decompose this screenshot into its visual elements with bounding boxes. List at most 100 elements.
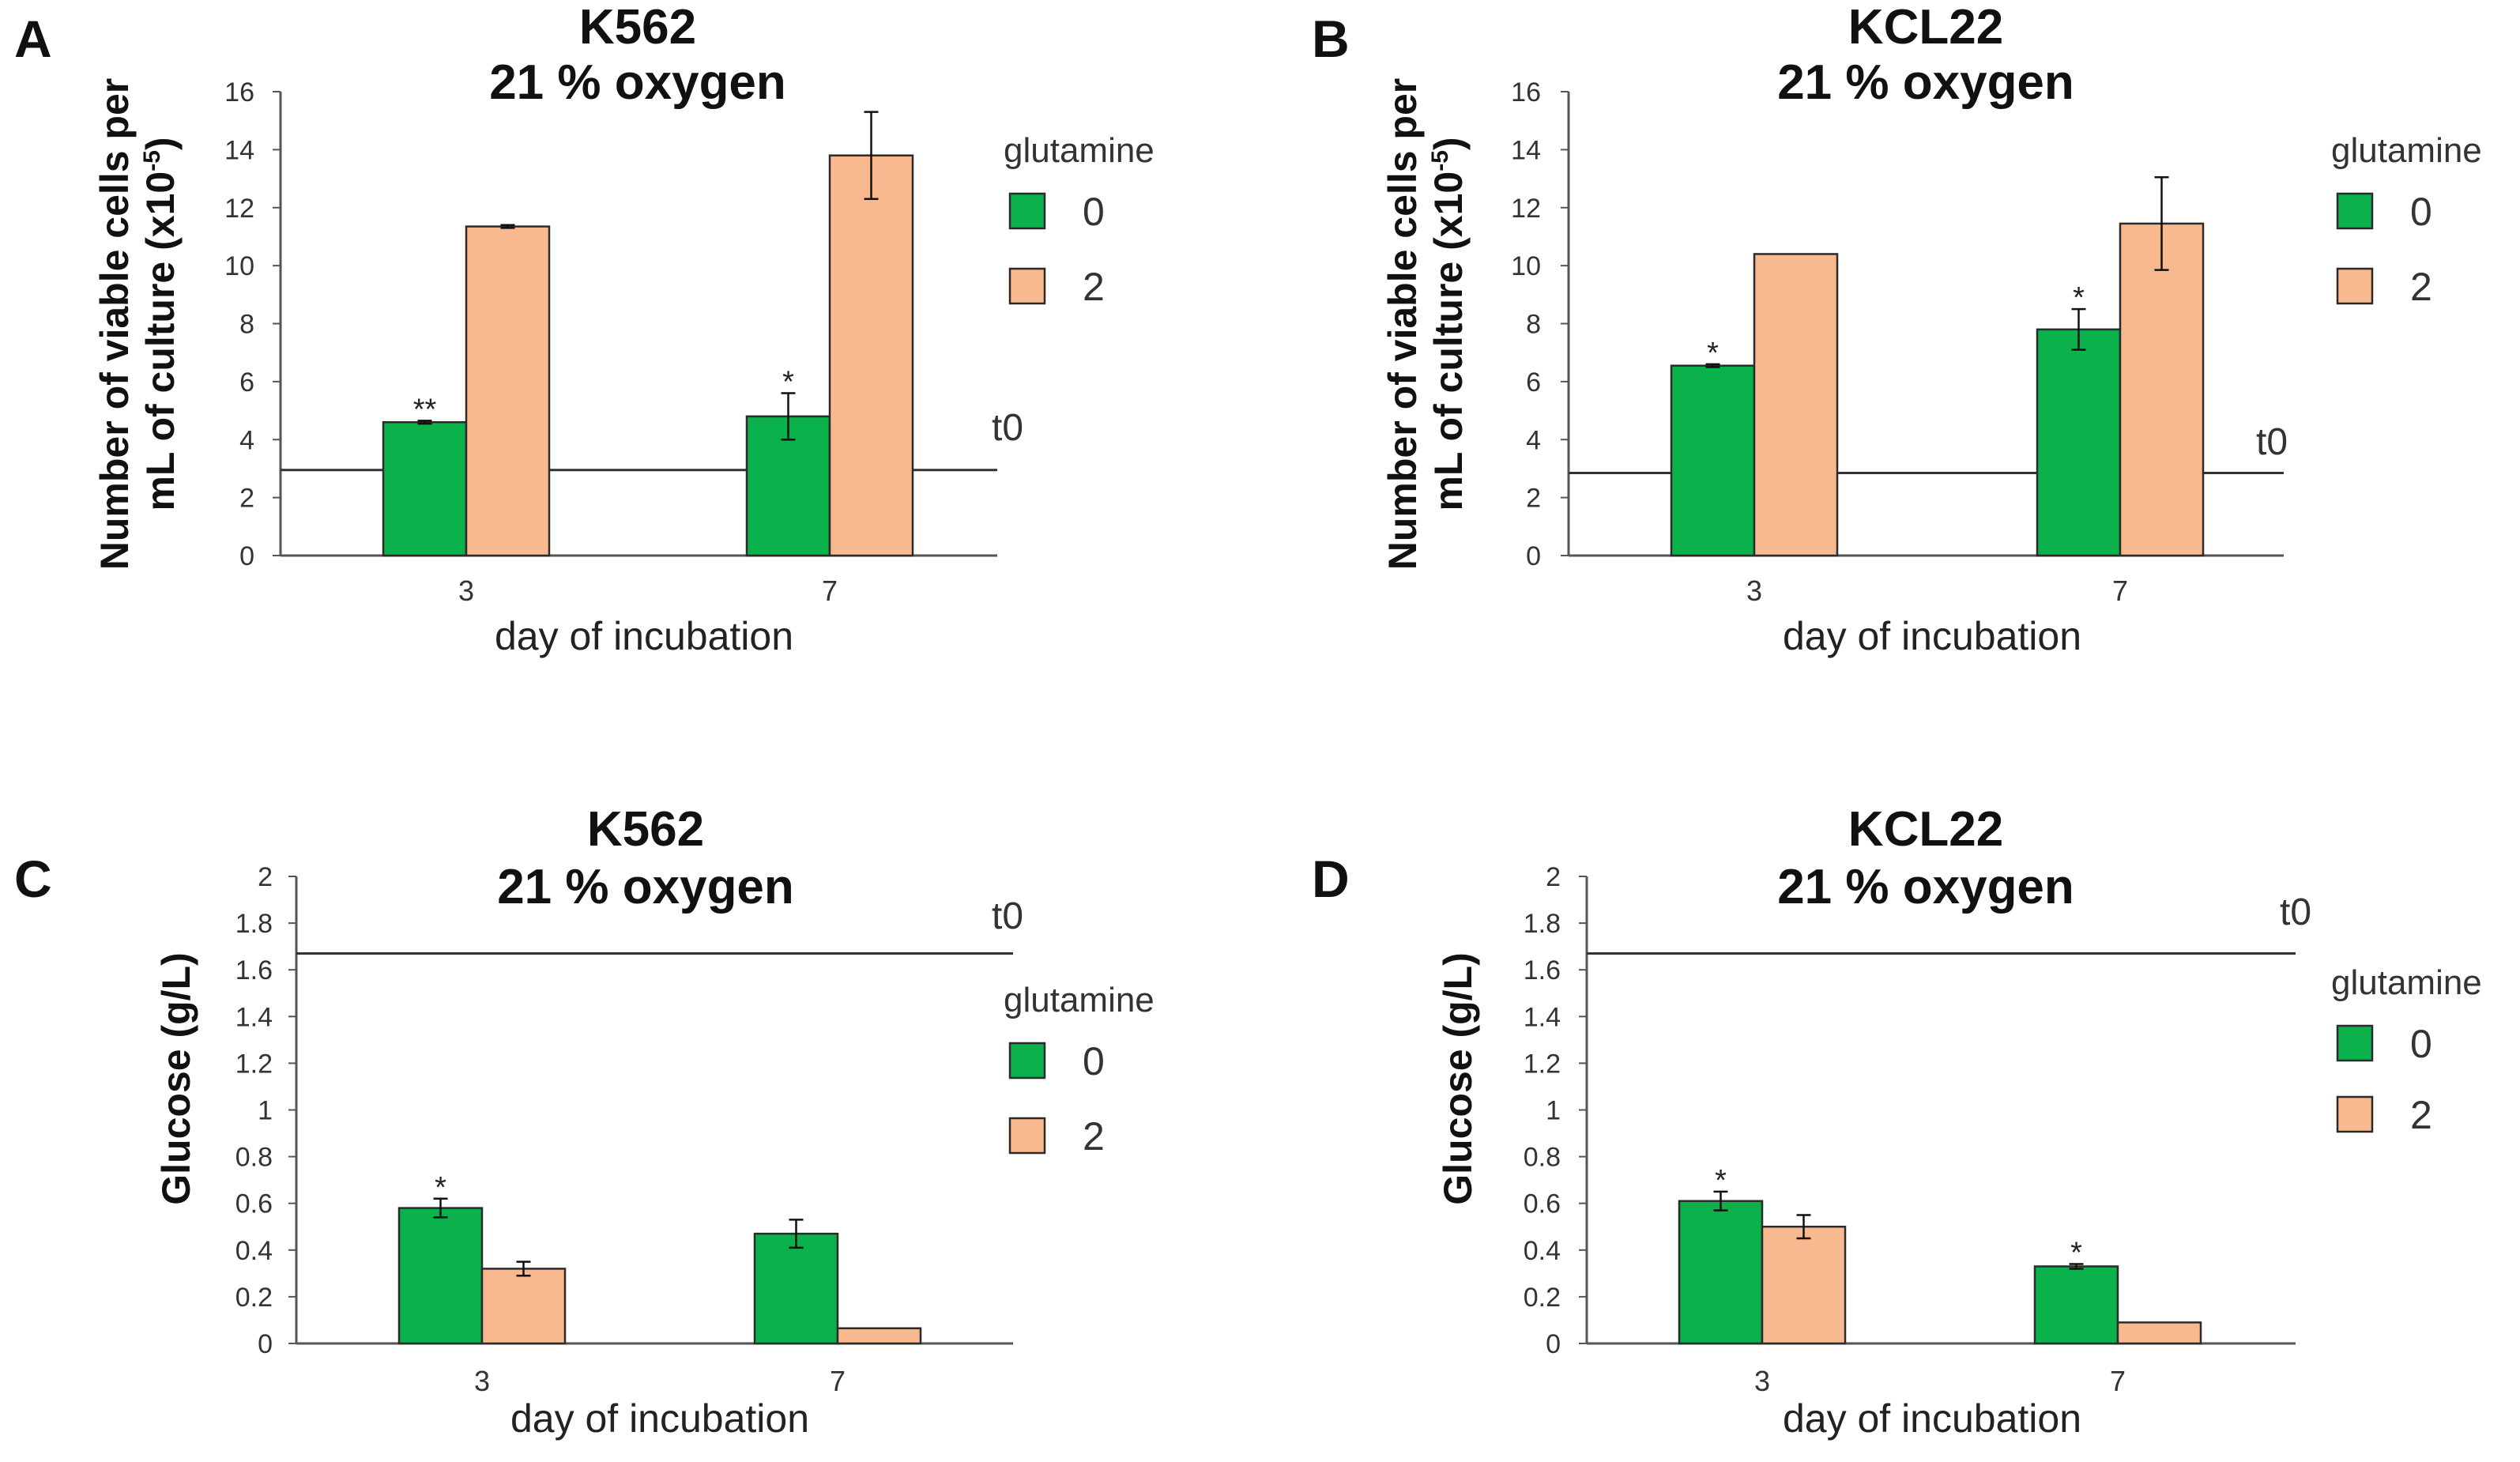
- chart-title-line-2: 21 % oxygen: [497, 860, 794, 914]
- bar-glutamine-2-day-7: [2116, 1321, 2202, 1345]
- legend-swatch-2: [2336, 267, 2374, 305]
- y-tick-label: 12: [224, 194, 254, 224]
- y-tick-label: 1.8: [235, 909, 273, 939]
- y-tick-label: 0: [239, 541, 254, 571]
- y-tick-label: 4: [239, 425, 254, 455]
- y-tick-label: 2: [239, 484, 254, 514]
- legend-label-0: 0: [1083, 1039, 1105, 1083]
- chart-title-line-2: 21 % oxygen: [489, 55, 786, 110]
- legend-label-2: 2: [2410, 1093, 2432, 1137]
- bar-glutamine-0-day-7: [2036, 328, 2122, 557]
- bar-glutamine-2-day-3: [465, 225, 551, 557]
- y-tick-label: 1.6: [235, 955, 273, 985]
- bar-glutamine-0-day-7: [753, 1232, 839, 1345]
- y-tick-label: 1.2: [235, 1049, 273, 1079]
- t0-label: t0: [2280, 891, 2311, 933]
- y-tick-label: 0: [258, 1329, 273, 1359]
- legend-swatch-0: [2336, 192, 2374, 230]
- bar-glutamine-2-day-7: [836, 1327, 922, 1345]
- y-tick-label: 1: [258, 1096, 273, 1126]
- y-tick-label: 0.8: [1524, 1143, 1561, 1173]
- x-category-label: 7: [2112, 575, 2128, 607]
- significance-marker: *: [2070, 1237, 2082, 1270]
- y-tick-label: 0.8: [235, 1143, 273, 1173]
- y-axis-label-line-2: mL of culture (x10-5): [1426, 137, 1471, 511]
- chart-title-line-1: KCL22: [1848, 0, 2003, 55]
- legend-label-0: 0: [2410, 190, 2432, 234]
- legend-title: glutamine: [2331, 963, 2482, 1002]
- chart-title-line-2: 21 % oxygen: [1777, 860, 2074, 914]
- x-category-label: 3: [1746, 575, 1762, 607]
- bar-glutamine-2-day-3: [480, 1268, 567, 1345]
- y-tick-label: 16: [224, 77, 254, 107]
- legend-swatch-2: [2336, 1095, 2374, 1133]
- legend-title: glutamine: [2331, 131, 2482, 170]
- y-tick-label: 10: [1511, 251, 1541, 281]
- significance-marker: *: [435, 1171, 446, 1204]
- y-tick-label: 1: [1546, 1096, 1561, 1126]
- panel-letter-c: C: [14, 850, 52, 908]
- significance-marker: *: [1715, 1164, 1727, 1197]
- panel-letter-b: B: [1312, 9, 1350, 68]
- y-tick-label: 1.6: [1524, 955, 1561, 985]
- y-tick-label: 12: [1511, 194, 1541, 224]
- y-tick-label: 0.6: [235, 1189, 273, 1219]
- legend-title: glutamine: [1004, 131, 1155, 170]
- y-axis-label-line-1: Number of viable cells per: [1381, 78, 1425, 570]
- panel-letter-a: A: [14, 9, 52, 68]
- x-axis-label: day of incubation: [1783, 614, 2081, 658]
- x-category-label: 3: [1754, 1365, 1770, 1397]
- y-tick-label: 1.4: [235, 1002, 273, 1032]
- bar-glutamine-2-day-7: [2119, 222, 2205, 557]
- y-tick-label: 2: [258, 862, 273, 892]
- y-tick-label: 0.4: [235, 1236, 273, 1266]
- y-axis-label: Glucose (g/L): [1436, 952, 1480, 1204]
- chart-title-line-2: 21 % oxygen: [1777, 55, 2074, 110]
- significance-marker: **: [413, 393, 437, 426]
- t0-label: t0: [992, 895, 1023, 937]
- y-tick-label: 0.6: [1524, 1189, 1561, 1219]
- significance-marker: *: [2073, 281, 2085, 315]
- y-tick-label: 8: [239, 310, 254, 340]
- y-tick-label: 16: [1511, 77, 1541, 107]
- significance-marker: *: [782, 366, 794, 399]
- significance-marker: *: [1707, 337, 1719, 370]
- legend-swatch-0: [1008, 1042, 1046, 1080]
- y-tick-label: 0.4: [1524, 1236, 1561, 1266]
- bar-glutamine-2-day-7: [828, 154, 914, 557]
- bar-glutamine-2-day-3: [1761, 1226, 1847, 1345]
- x-axis-label: day of incubation: [495, 614, 793, 658]
- y-axis-label: Glucose (g/L): [154, 952, 198, 1204]
- legend-swatch-2: [1008, 1117, 1046, 1155]
- chart-title-line-1: K562: [587, 802, 704, 857]
- bar-glutamine-0-day-7: [2033, 1265, 2119, 1345]
- legend-label-0: 0: [2410, 1022, 2432, 1066]
- x-axis-label: day of incubation: [510, 1396, 809, 1441]
- y-tick-label: 0: [1546, 1329, 1561, 1359]
- legend-label-0: 0: [1083, 190, 1105, 234]
- bar-glutamine-0-day-3: [397, 1207, 484, 1345]
- y-tick-label: 10: [224, 251, 254, 281]
- y-tick-label: 1.4: [1524, 1002, 1561, 1032]
- x-category-label: 7: [2110, 1365, 2126, 1397]
- bar-glutamine-0-day-3: [1670, 364, 1756, 557]
- t0-label: t0: [992, 407, 1023, 449]
- x-category-label: 7: [830, 1365, 846, 1397]
- y-tick-label: 2: [1546, 862, 1561, 892]
- y-tick-label: 8: [1526, 310, 1541, 340]
- bar-glutamine-0-day-3: [382, 420, 468, 557]
- legend-swatch-0: [2336, 1024, 2374, 1062]
- y-tick-label: 0.2: [235, 1283, 273, 1313]
- y-tick-label: 14: [224, 135, 254, 165]
- legend-swatch-0: [1008, 192, 1046, 230]
- x-category-label: 3: [458, 575, 474, 607]
- y-tick-label: 14: [1511, 135, 1541, 165]
- y-tick-label: 6: [239, 367, 254, 398]
- y-axis-label-line-2: mL of culture (x10-5): [138, 137, 183, 511]
- panel-letter-d: D: [1312, 850, 1350, 908]
- y-tick-label: 4: [1526, 425, 1541, 455]
